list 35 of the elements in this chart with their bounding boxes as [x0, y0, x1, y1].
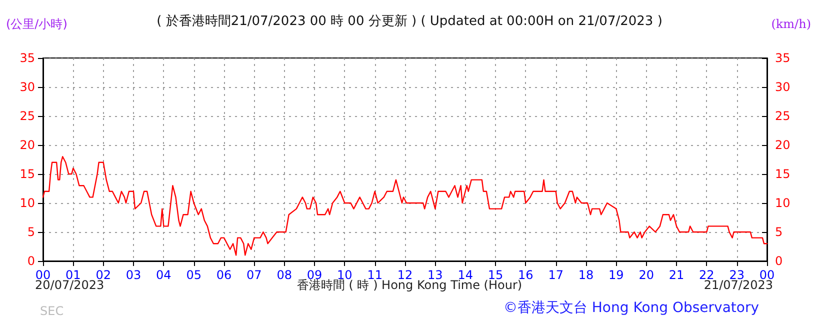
y2-tick-label: 30 — [775, 80, 790, 94]
y-tick-label: 15 — [20, 167, 35, 181]
x-tick-label: 04 — [156, 268, 172, 282]
y2-tick-label: 25 — [775, 109, 790, 123]
x-tick-label: 17 — [548, 268, 564, 282]
y2-tick-label: 35 — [775, 51, 790, 65]
y2-axis-title: (km/h) — [771, 17, 812, 31]
y2-tick-label: 0 — [775, 254, 783, 268]
y2-tick-label: 15 — [775, 167, 790, 181]
x-tick-label: 05 — [186, 268, 202, 282]
x-tick-label: 19 — [608, 268, 624, 282]
x-tick-label: 07 — [246, 268, 262, 282]
x-tick-label: 08 — [276, 268, 292, 282]
x-tick-label: 18 — [578, 268, 594, 282]
line-series — [42, 156, 768, 256]
x-tick-label: 21 — [668, 268, 684, 282]
text: SEC — [40, 304, 64, 318]
y-tick-label: 5 — [27, 225, 35, 239]
y-axis-title: (公里/小時) — [6, 17, 68, 31]
y-tick-label: 20 — [20, 138, 35, 152]
text: ©香港天文台 Hong Kong Observatory — [503, 300, 760, 316]
y2-tick-label: 5 — [775, 225, 783, 239]
text: 21/07/2023 — [704, 278, 774, 292]
text: 20/07/2023 — [35, 278, 104, 292]
chart-title: ( 於香港時間21/07/2023 00 時 00 分更新 ) ( Updated at 00:00H on 21/07/2023 ) — [156, 14, 662, 29]
x-tick-label: 03 — [126, 268, 142, 282]
x-tick-label: 06 — [216, 268, 232, 282]
y-tick-label: 25 — [20, 109, 35, 123]
y2-tick-label: 10 — [775, 196, 790, 210]
y-tick-label: 10 — [20, 196, 35, 210]
y-tick-label: 35 — [20, 51, 35, 65]
y2-tick-label: 20 — [775, 138, 790, 152]
y-tick-label: 30 — [20, 80, 35, 94]
x-tick-label: 20 — [638, 268, 654, 282]
y-tick-label: 0 — [27, 254, 35, 268]
